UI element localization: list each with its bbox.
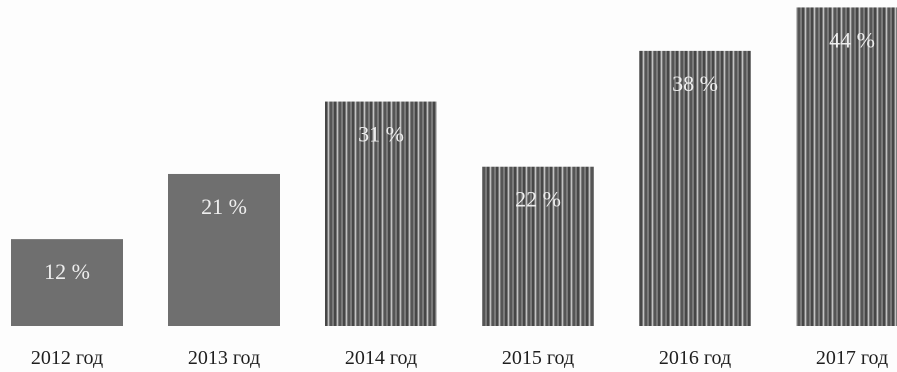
bar-2017 — [796, 7, 897, 326]
category-label: 2014 год — [345, 347, 417, 369]
data-label: 12 % — [44, 259, 90, 284]
data-label: 21 % — [201, 194, 247, 219]
bar-2012 — [11, 239, 123, 326]
bar-2013 — [168, 173, 280, 326]
labels-layer: 12 % 2012 год 21 % 2013 год 31 % 2014 год 22 %… — [31, 27, 888, 369]
bars-layer — [11, 7, 897, 326]
bar-2014 — [325, 101, 437, 326]
category-label: 2015 год — [502, 347, 574, 369]
category-label: 2016 год — [659, 347, 731, 369]
category-label: 2017 год — [816, 347, 888, 369]
data-label: 38 % — [672, 71, 718, 96]
bar-2016 — [639, 50, 751, 326]
category-label: 2013 год — [188, 347, 260, 369]
data-label: 22 % — [515, 187, 561, 212]
data-label: 44 % — [829, 27, 875, 52]
bar-2015 — [482, 166, 594, 326]
category-label: 2012 год — [31, 347, 103, 369]
data-label: 31 % — [358, 122, 404, 147]
